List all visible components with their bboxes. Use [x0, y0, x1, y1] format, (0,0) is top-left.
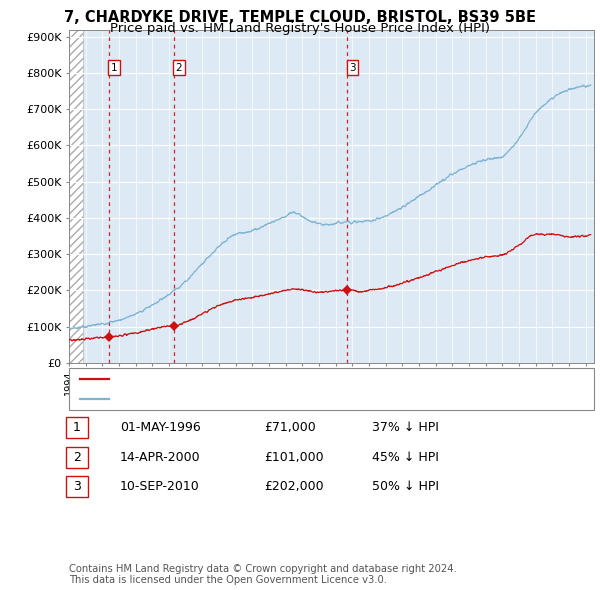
Text: Contains HM Land Registry data © Crown copyright and database right 2024.
This d: Contains HM Land Registry data © Crown c…: [69, 563, 457, 585]
Text: HPI: Average price, detached house, Bath and North East Somerset: HPI: Average price, detached house, Bath…: [115, 394, 491, 404]
Text: 50% ↓ HPI: 50% ↓ HPI: [372, 480, 439, 493]
Text: 01-MAY-1996: 01-MAY-1996: [120, 421, 201, 434]
Text: 1: 1: [110, 63, 117, 73]
Text: 1: 1: [73, 421, 81, 434]
Text: 2: 2: [73, 451, 81, 464]
Text: £71,000: £71,000: [264, 421, 316, 434]
Text: £101,000: £101,000: [264, 451, 323, 464]
Text: 3: 3: [73, 480, 81, 493]
Text: 2: 2: [176, 63, 182, 73]
Text: 3: 3: [349, 63, 356, 73]
Text: Price paid vs. HM Land Registry's House Price Index (HPI): Price paid vs. HM Land Registry's House …: [110, 22, 490, 35]
Text: 7, CHARDYKE DRIVE, TEMPLE CLOUD, BRISTOL, BS39 5BE (detached house): 7, CHARDYKE DRIVE, TEMPLE CLOUD, BRISTOL…: [115, 374, 537, 384]
Text: £202,000: £202,000: [264, 480, 323, 493]
Text: 10-SEP-2010: 10-SEP-2010: [120, 480, 200, 493]
Text: 14-APR-2000: 14-APR-2000: [120, 451, 200, 464]
Text: 37% ↓ HPI: 37% ↓ HPI: [372, 421, 439, 434]
Bar: [69, 30, 83, 363]
Text: 7, CHARDYKE DRIVE, TEMPLE CLOUD, BRISTOL, BS39 5BE: 7, CHARDYKE DRIVE, TEMPLE CLOUD, BRISTOL…: [64, 10, 536, 25]
Text: 45% ↓ HPI: 45% ↓ HPI: [372, 451, 439, 464]
